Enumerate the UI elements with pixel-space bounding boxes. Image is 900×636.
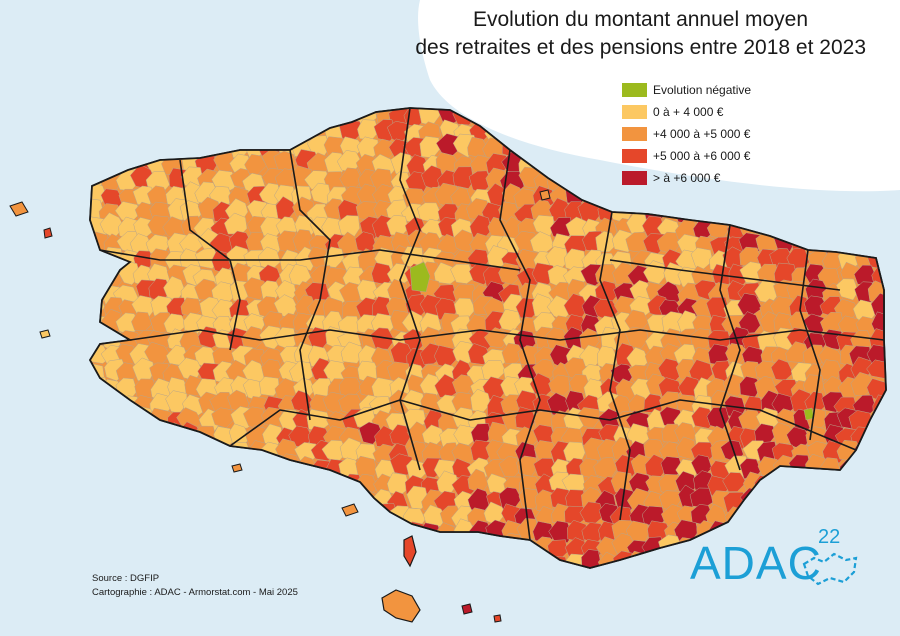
epci-boundary-line [609, 259, 841, 291]
logo-number: 22 [818, 526, 841, 548]
logo-text: ADAC [690, 537, 822, 589]
cotes-darmor-outline-icon [802, 552, 858, 586]
title-background-shape [418, 0, 900, 192]
epci-boundary-line [229, 399, 857, 451]
commune-area [452, 166, 474, 189]
commune-area [433, 262, 458, 285]
island-belle-ile [381, 589, 421, 623]
island-molene [43, 227, 53, 239]
legend-label: > à +6 000 € [653, 171, 721, 185]
legend-swatch [622, 105, 647, 119]
legend-label: +4 000 à +5 000 € [653, 127, 751, 141]
adac-logo: ADAC 22 [690, 526, 870, 590]
legend-item-0-4000: 0 à + 4 000 € [622, 101, 751, 123]
epci-boundaries [99, 108, 885, 541]
commune-area [340, 341, 364, 364]
island-houat [461, 603, 473, 615]
cartography-credit: Cartographie : ADAC - Armorstat.com - Ma… [92, 587, 298, 598]
commune-negative-evolution [409, 261, 431, 293]
commune-area [722, 472, 747, 492]
commune-area [310, 182, 332, 205]
legend-item-negative: Evolution négative [622, 79, 751, 101]
island-sein [39, 329, 51, 339]
commune-area [370, 327, 395, 350]
land-outline [88, 107, 887, 569]
commune-area [835, 278, 859, 301]
commune-area [241, 326, 265, 349]
map-title-line-1: Evolution du montant annuel moyen [472, 8, 808, 31]
commune-area [450, 264, 474, 284]
legend-swatch [622, 149, 647, 163]
source-credit: Source : DGFIP [92, 573, 160, 584]
island-quiberon [403, 535, 417, 568]
island-ouessant [9, 201, 29, 217]
legend-item-5000-6000: +5 000 à +6 000 € [622, 145, 751, 167]
legend-label: Evolution négative [653, 83, 752, 97]
island-glenan [231, 463, 243, 473]
commune-area [470, 388, 491, 413]
legend-item-4000-5000: +4 000 à +5 000 € [622, 123, 751, 145]
epci-boundary-line [289, 149, 331, 421]
epci-boundary-line [499, 149, 541, 541]
map-title-line-2: des retraites et des pensions entre 2018… [415, 36, 866, 59]
island-groix [341, 503, 359, 517]
commune-area [785, 341, 810, 363]
legend-item-over-6000: > à +6 000 € [622, 167, 751, 189]
commune-area [738, 311, 761, 334]
legend-swatch [622, 127, 647, 141]
legend-swatch [622, 83, 647, 97]
commune-negative-evolution [803, 407, 815, 421]
commune-area [676, 436, 698, 460]
commune-area [624, 326, 649, 349]
epci-boundary-line [99, 249, 521, 271]
commune-area [722, 373, 746, 397]
legend-label: +5 000 à +6 000 € [653, 149, 751, 163]
epci-boundary-line [799, 249, 821, 441]
commune-area [804, 295, 828, 317]
commune-area [548, 520, 573, 543]
commune-area [866, 359, 886, 379]
epci-boundary-line [719, 224, 741, 471]
island-brehat [539, 189, 551, 201]
island-hoedic [493, 614, 502, 623]
epci-boundary-line [129, 329, 885, 341]
epci-boundary-line [599, 211, 631, 521]
commune-area [706, 407, 730, 430]
legend-label: 0 à + 4 000 € [653, 105, 724, 119]
commune-area [243, 277, 267, 300]
commune-area [501, 342, 525, 365]
legend: Evolution négative 0 à + 4 000 € +4 000 … [622, 79, 751, 189]
commune-area [548, 374, 570, 397]
commune-area [259, 376, 280, 397]
legend-swatch [622, 171, 647, 185]
